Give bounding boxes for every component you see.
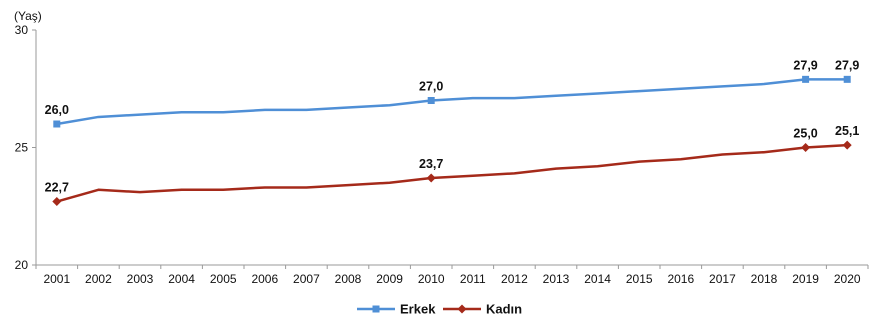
x-tick-label: 2005 (210, 272, 237, 286)
x-tick-label: 2010 (418, 272, 445, 286)
data-label-erkek: 27,9 (793, 58, 817, 72)
series-layer (52, 76, 851, 206)
x-tick-label: 2009 (376, 272, 403, 286)
series-erkek (53, 76, 850, 128)
data-point-erkek (428, 97, 435, 104)
x-tick-label: 2014 (584, 272, 611, 286)
x-tick-label: 2001 (43, 272, 70, 286)
x-tick-label: 2011 (460, 272, 486, 286)
data-point-kadin (52, 197, 61, 206)
data-label-erkek: 27,9 (835, 58, 859, 72)
data-point-kadin (801, 143, 810, 152)
data-label-kadin: 25,1 (835, 124, 859, 138)
data-point-erkek (802, 76, 809, 83)
x-tick-label: 2006 (251, 272, 278, 286)
y-tick-label: 25 (15, 141, 29, 155)
legend-item-kadin: Kadın (443, 302, 522, 317)
legend: Erkek Kadın (357, 302, 522, 317)
x-tick-label: 2007 (293, 272, 320, 286)
x-tick-label: 2015 (626, 272, 653, 286)
data-point-kadin (843, 141, 852, 150)
x-tick-label: 2013 (543, 272, 570, 286)
data-label-kadin: 22,7 (45, 181, 69, 195)
x-tick-label: 2018 (751, 272, 778, 286)
data-label-kadin: 25,0 (793, 127, 817, 141)
x-tick-label: 2008 (335, 272, 362, 286)
data-label-erkek: 27,0 (419, 80, 443, 94)
x-tick-label: 2012 (501, 272, 528, 286)
series-kadin (52, 141, 851, 206)
x-tick-label: 2004 (168, 272, 195, 286)
legend-marker-erkek (373, 306, 380, 313)
x-tick-label: 2003 (127, 272, 154, 286)
legend-label-kadin: Kadın (486, 302, 522, 317)
series-line-kadin (57, 145, 847, 201)
x-tick-label: 2016 (667, 272, 694, 286)
y-tick-label: 20 (15, 258, 29, 272)
legend-marker-kadin (458, 305, 467, 314)
data-labels: 26,0 27,0 27,9 27,9 22,7 23,7 25,0 25,1 (45, 58, 860, 194)
data-label-erkek: 26,0 (45, 103, 69, 117)
x-tick-label: 2020 (834, 272, 861, 286)
x-tick-label: 2017 (709, 272, 736, 286)
y-tick-label: 30 (15, 23, 29, 37)
x-tick-label: 2019 (792, 272, 819, 286)
legend-label-erkek: Erkek (400, 302, 436, 317)
x-tick-label: 2002 (85, 272, 112, 286)
y-axis-label: (Yaş) (14, 9, 42, 23)
data-label-kadin: 23,7 (419, 157, 443, 171)
data-point-kadin (427, 174, 436, 183)
data-point-erkek (53, 121, 60, 128)
legend-item-erkek: Erkek (357, 302, 436, 317)
series-line-erkek (57, 79, 847, 124)
data-point-erkek (844, 76, 851, 83)
